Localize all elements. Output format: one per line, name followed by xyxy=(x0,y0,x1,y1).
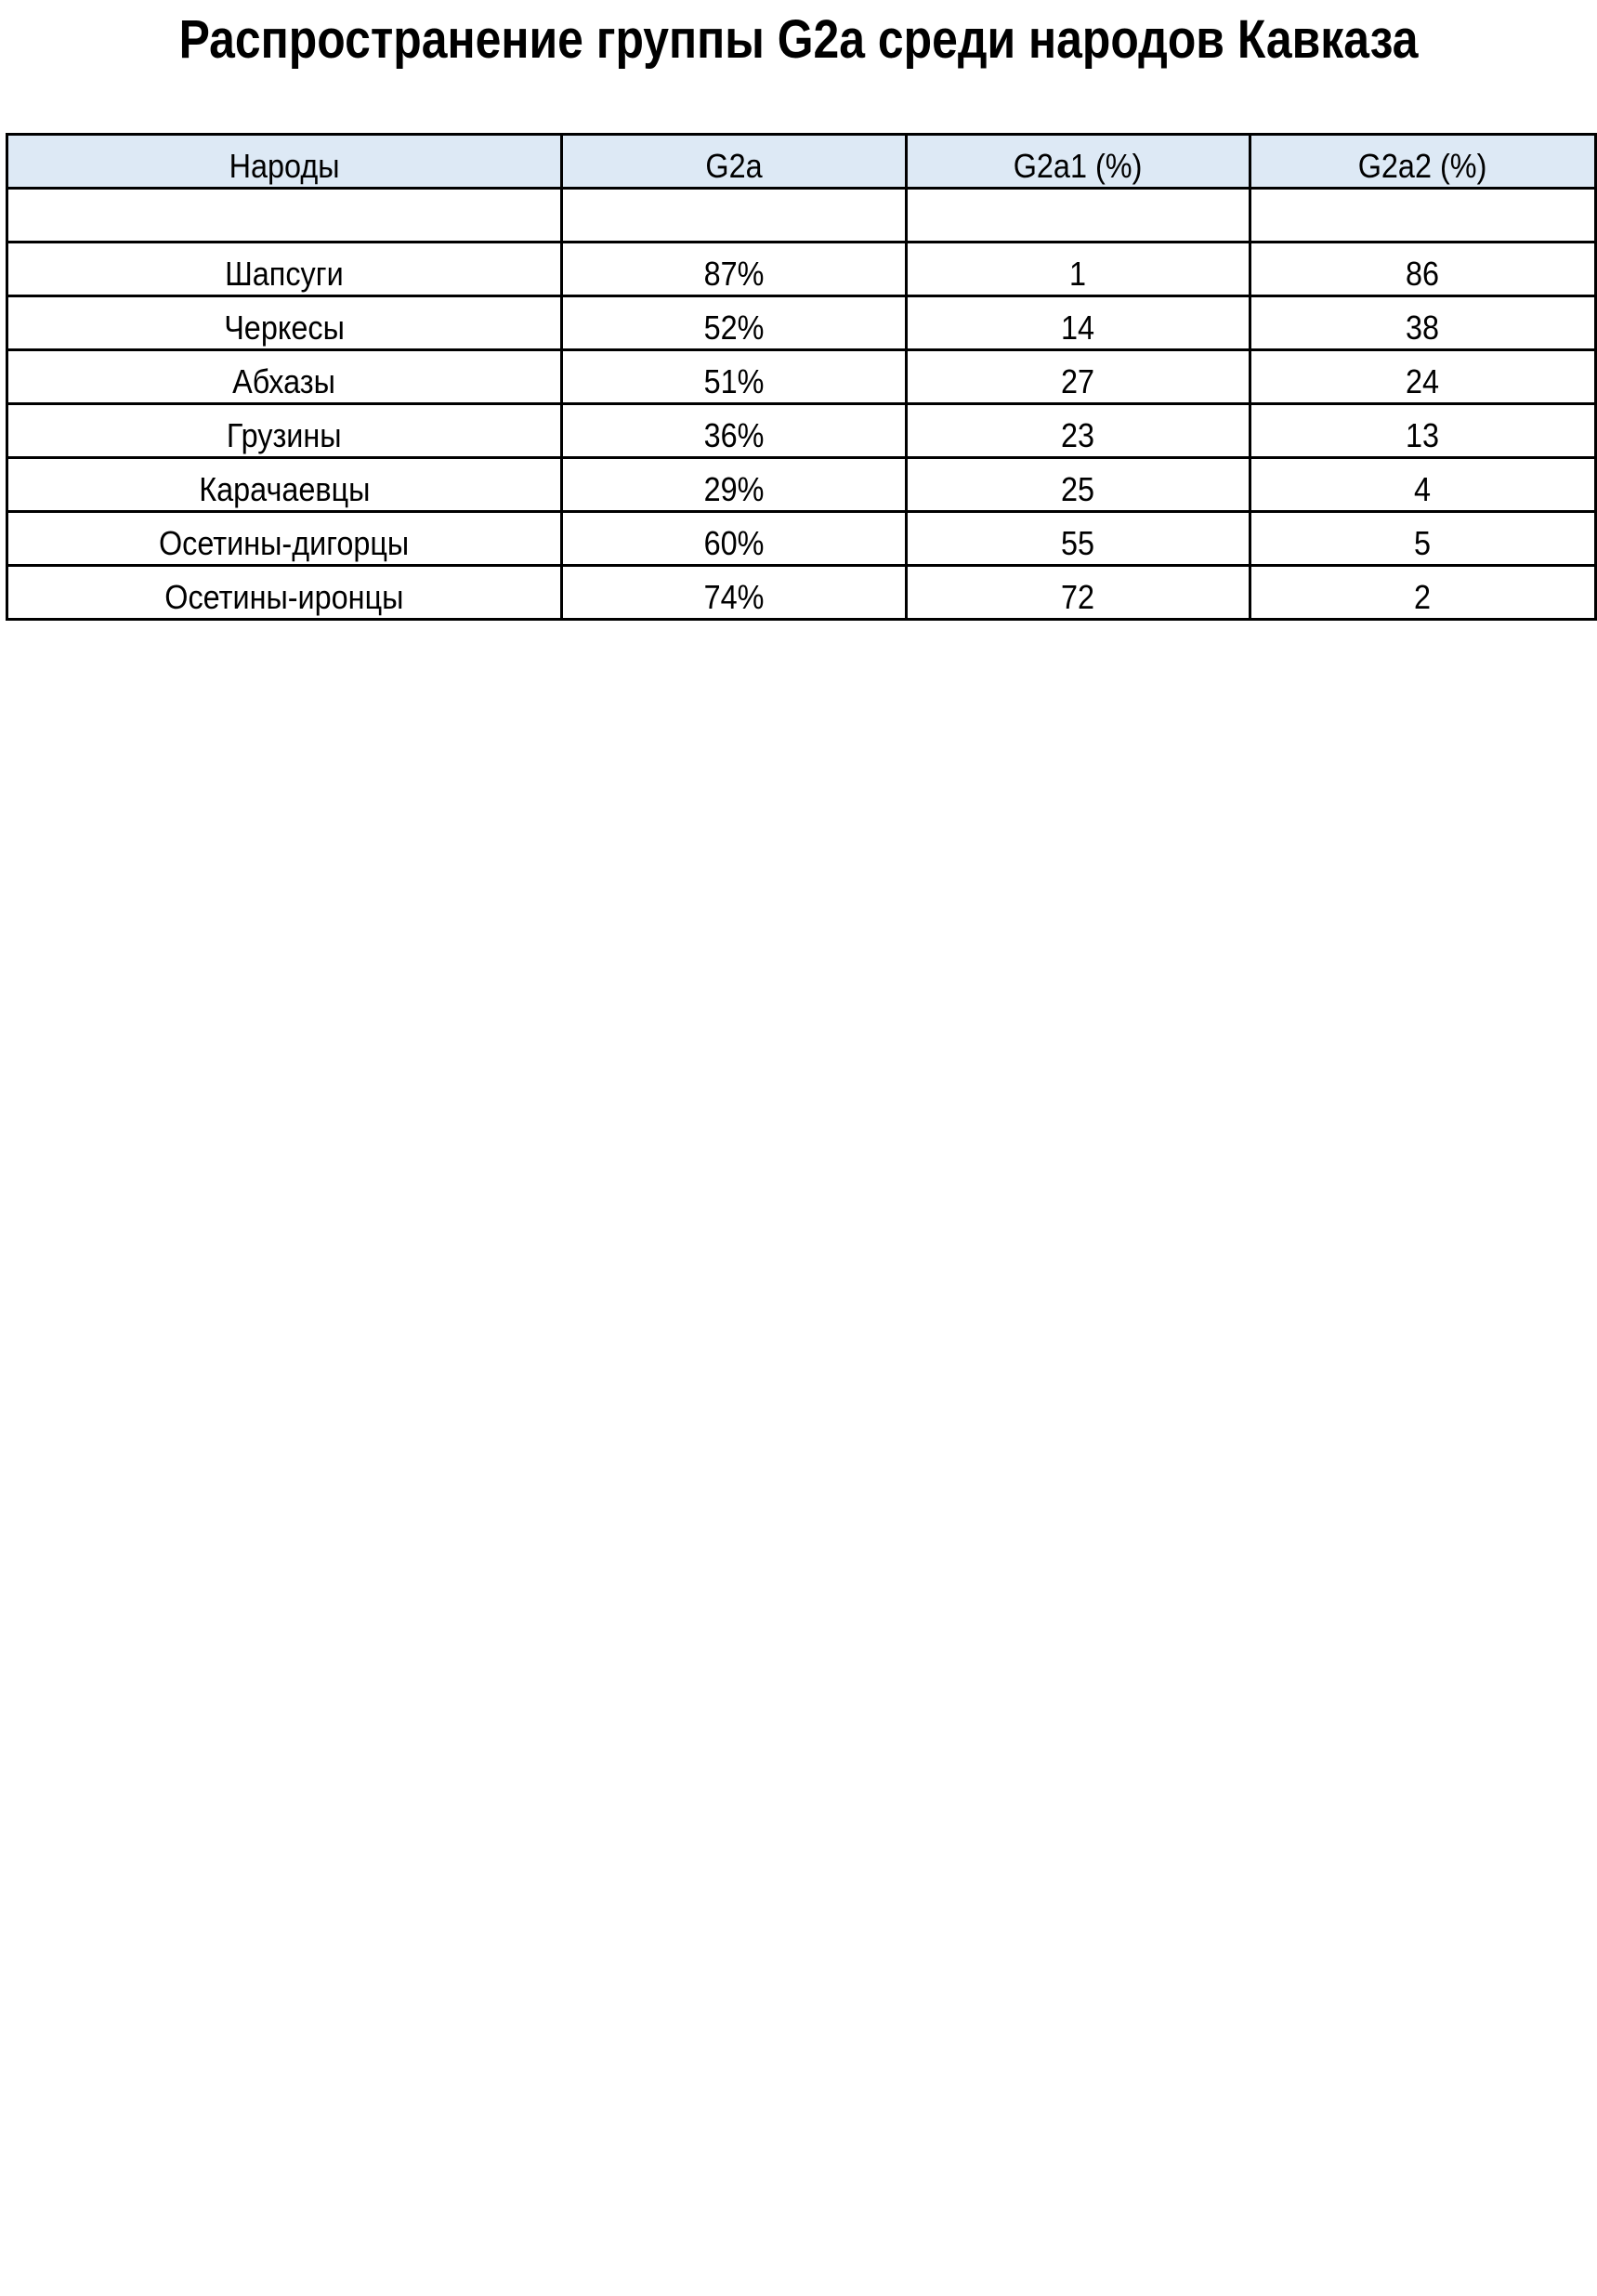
table-row: Абхазы 51% 27 24 xyxy=(6,348,1597,405)
cell-value: 51% xyxy=(703,362,765,400)
column-header: Народы xyxy=(6,133,563,190)
table-cell xyxy=(560,187,908,243)
cell-value: 1 xyxy=(1069,255,1087,293)
cell-value: 52% xyxy=(703,308,765,347)
cell-value: 5 xyxy=(1414,524,1432,562)
cell-value: 38 xyxy=(1406,308,1440,347)
cell-value: 29% xyxy=(703,470,765,508)
column-header-label: G2a2 (%) xyxy=(1358,147,1487,185)
table-cell: 14 xyxy=(905,295,1251,351)
table-cell: 5 xyxy=(1249,510,1597,567)
title-text: Распространение группы G2a среди народов… xyxy=(178,9,1419,70)
table-row: Осетины-иронцы 74% 72 2 xyxy=(6,564,1597,621)
cell-value: 27 xyxy=(1061,362,1095,400)
cell-value: 36% xyxy=(703,416,765,454)
cell-value: Осетины-дигорцы xyxy=(159,524,410,562)
table-row: Шапсуги 87% 1 86 xyxy=(6,241,1597,297)
table-cell: 86 xyxy=(1249,241,1597,297)
table-cell: Осетины-иронцы xyxy=(6,564,563,621)
table-row: Черкесы 52% 14 38 xyxy=(6,295,1597,351)
page-title: Распространение группы G2a среди народов… xyxy=(0,7,1597,72)
cell-value: Шапсуги xyxy=(225,255,344,293)
cell-value: 87% xyxy=(703,255,765,293)
table-cell: 38 xyxy=(1249,295,1597,351)
cell-value: 74% xyxy=(703,578,765,616)
table-cell: 25 xyxy=(905,456,1251,513)
table-cell: 1 xyxy=(905,241,1251,297)
table-cell: Грузины xyxy=(6,402,563,459)
table-row: Осетины-дигорцы 60% 55 5 xyxy=(6,510,1597,567)
cell-value: 4 xyxy=(1414,470,1432,508)
table-row: Карачаевцы 29% 25 4 xyxy=(6,456,1597,513)
column-header: G2a xyxy=(560,133,908,190)
column-header-label: G2a1 (%) xyxy=(1014,147,1143,185)
cell-value: 14 xyxy=(1061,308,1095,347)
table-cell: 2 xyxy=(1249,564,1597,621)
table-cell: Шапсуги xyxy=(6,241,563,297)
cell-value: 13 xyxy=(1406,416,1440,454)
table-row: Грузины 36% 23 13 xyxy=(6,402,1597,459)
table-cell: 72 xyxy=(905,564,1251,621)
table-row xyxy=(6,187,1597,243)
cell-value: 55 xyxy=(1061,524,1095,562)
table-cell: 74% xyxy=(560,564,908,621)
table-cell: 24 xyxy=(1249,348,1597,405)
table-cell: Осетины-дигорцы xyxy=(6,510,563,567)
cell-value: Грузины xyxy=(227,416,342,454)
cell-value: 60% xyxy=(703,524,765,562)
cell-value: Черкесы xyxy=(224,308,345,347)
table-cell: 52% xyxy=(560,295,908,351)
table-cell: 51% xyxy=(560,348,908,405)
cell-value: 25 xyxy=(1061,470,1095,508)
table-cell: 27 xyxy=(905,348,1251,405)
table-cell: 36% xyxy=(560,402,908,459)
table-cell: 55 xyxy=(905,510,1251,567)
table-cell: Карачаевцы xyxy=(6,456,563,513)
table-cell: 13 xyxy=(1249,402,1597,459)
column-header: G2a1 (%) xyxy=(905,133,1251,190)
cell-value: Абхазы xyxy=(232,362,336,400)
cell-value: Карачаевцы xyxy=(198,470,371,508)
table-cell xyxy=(905,187,1251,243)
column-header-label: G2a xyxy=(705,147,763,185)
table-cell: 60% xyxy=(560,510,908,567)
g2a-table: Народы G2a G2a1 (%) G2a2 (%) Шапсуги 87% 1 86 Ч… xyxy=(6,133,1597,621)
table-cell: 4 xyxy=(1249,456,1597,513)
cell-value: 72 xyxy=(1061,578,1095,616)
cell-value: 2 xyxy=(1414,578,1432,616)
table-cell: 23 xyxy=(905,402,1251,459)
column-header-label: Народы xyxy=(229,147,340,185)
table-cell xyxy=(6,187,563,243)
cell-value: 86 xyxy=(1406,255,1440,293)
table-cell: Черкесы xyxy=(6,295,563,351)
table-cell xyxy=(1249,187,1597,243)
table-header-row: Народы G2a G2a1 (%) G2a2 (%) xyxy=(6,133,1597,190)
table-cell: Абхазы xyxy=(6,348,563,405)
cell-value: Осетины-иронцы xyxy=(164,578,404,616)
table-cell: 87% xyxy=(560,241,908,297)
table-cell: 29% xyxy=(560,456,908,513)
cell-value: 24 xyxy=(1406,362,1440,400)
cell-value: 23 xyxy=(1061,416,1095,454)
column-header: G2a2 (%) xyxy=(1249,133,1597,190)
